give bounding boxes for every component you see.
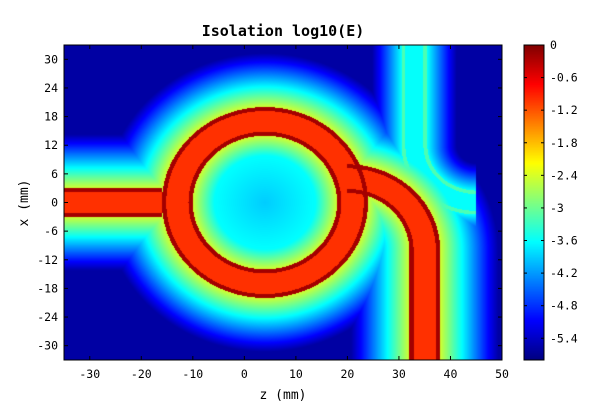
colorbar-tick-label: -4.8 (550, 299, 578, 313)
plot-area (63, 44, 503, 361)
x-tick-label: 10 (289, 367, 303, 381)
x-axis: -30 -20 -10 0 10 20 30 40 50 (79, 45, 509, 381)
colorbar-image (524, 45, 544, 360)
x-tick-label: 50 (495, 367, 509, 381)
colorbar-tick-label: -3 (550, 201, 564, 215)
y-tick-label: -6 (44, 224, 58, 238)
colorbar-tick-label: -1.2 (550, 103, 578, 117)
y-tick-label: 24 (44, 81, 58, 95)
x-tick-label: 40 (444, 367, 458, 381)
y-tick-label: -12 (37, 253, 58, 267)
colorbar-tick-label: -0.6 (550, 71, 578, 85)
x-tick-label: 20 (340, 367, 354, 381)
colorbar-ticks: 0 -0.6 -1.2 -1.8 -2.4 -3 -3.6 -4.2 -4.8 -5.4 (524, 38, 578, 345)
colorbar-tick-label: -4.2 (550, 266, 578, 280)
colorbar: 0 -0.6 -1.2 -1.8 -2.4 -3 -3.6 -4.2 -4.8 -5.4 (523, 38, 578, 361)
y-tick-label: 0 (51, 196, 58, 210)
y-tick-label: 18 (44, 110, 58, 124)
colorbar-frame (523, 44, 545, 361)
y-axis: 30 24 18 12 6 0 -6 -12 -18 -24 -30 (37, 52, 502, 353)
y-tick-label: 12 (44, 138, 58, 152)
x-tick-label: -20 (131, 367, 152, 381)
colorbar-tick-label: -3.6 (550, 234, 578, 248)
colorbar-tick-label: -5.4 (550, 331, 578, 345)
y-tick-label: -24 (37, 310, 58, 324)
y-tick-label: 30 (44, 52, 58, 66)
x-tick-label: 0 (241, 367, 248, 381)
colorbar-tick-label: -2.4 (550, 168, 578, 182)
x-axis-title: z (mm) (260, 388, 307, 403)
heatmap-image (64, 45, 502, 360)
x-tick-label: 30 (392, 367, 406, 381)
colorbar-tick-label: 0 (550, 38, 557, 52)
x-tick-label: -10 (182, 367, 203, 381)
chart-title: Isolation log10(E) (202, 22, 365, 40)
y-axis-title: x (mm) (17, 180, 32, 227)
x-tick-label: -30 (79, 367, 100, 381)
y-tick-label: -18 (37, 281, 58, 295)
y-tick-label: -30 (37, 339, 58, 353)
y-tick-label: 6 (51, 167, 58, 181)
colorbar-tick-label: -1.8 (550, 136, 578, 150)
